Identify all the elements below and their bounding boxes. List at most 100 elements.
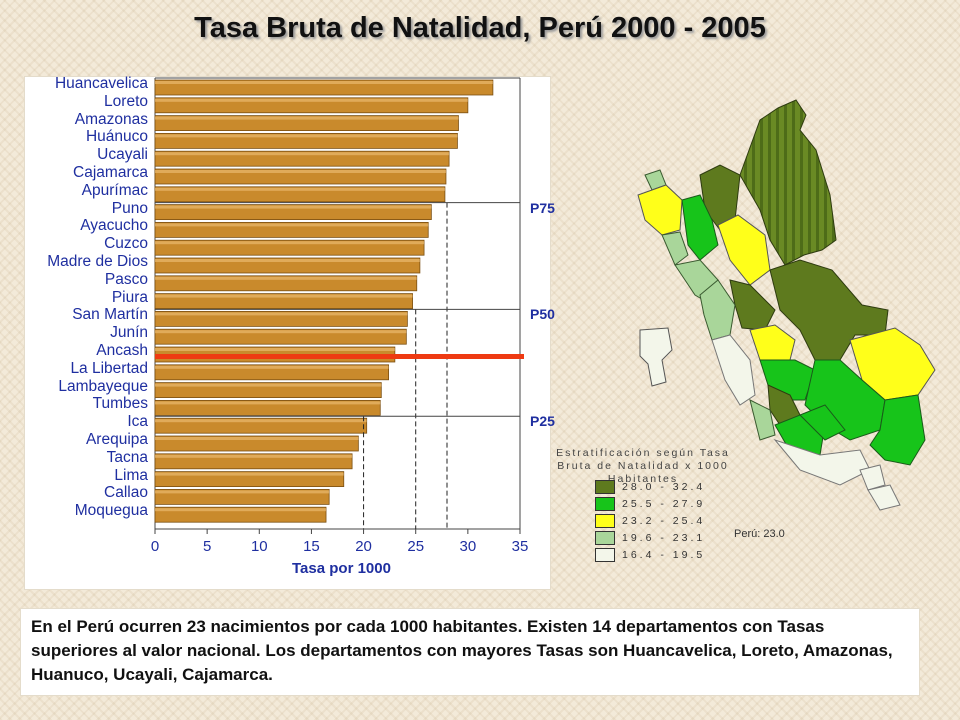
bar-highlight [155,490,330,494]
x-tick-label: 0 [150,538,160,555]
map-region-lambayeque [661,231,689,266]
bar-highlight [155,312,408,316]
legend-swatch [595,497,615,511]
x-tick-label: 30 [459,538,477,555]
category-label: Loreto [104,92,148,110]
peru-map [637,99,936,511]
x-axis-label: Tasa por 1000 [292,560,391,577]
category-label: Tacna [106,448,148,466]
legend-item: 28.0 - 32.4 [595,480,795,495]
category-label: Lambayeque [58,377,148,395]
bar-highlight [155,259,420,262]
percentile-label: P50 [530,306,555,323]
category-label: Piura [111,288,148,306]
bar-highlight [155,437,359,440]
bar-highlight [155,508,327,512]
map-region-callao-inset [639,327,673,387]
bar-highlight [155,472,344,476]
map-region-cajamarca [681,194,719,261]
category-label: Ucayali [97,146,148,164]
percentile-label: P25 [530,413,555,430]
bar-highlight [155,116,459,120]
map-region-tacna [867,484,901,511]
bar-highlight [155,134,458,138]
map-region-puno [869,394,926,466]
category-label: Puno [111,199,148,217]
x-tick-label: 25 [407,538,425,555]
map-region-arequipa [773,438,871,486]
legend-item: 23.2 - 25.4 [595,514,795,529]
category-label: Junín [110,324,148,342]
legend-item: 25.5 - 27.9 [595,497,795,512]
legend-label: 28.0 - 32.4 [622,481,706,493]
x-tick-label: 10 [250,538,268,555]
map-region-piura [637,184,683,236]
bar-highlight [155,365,389,369]
x-tick-label: 15 [303,538,320,555]
bar-highlight [155,383,382,387]
bar-highlight [155,187,445,191]
bar-highlight [155,81,493,84]
bar-highlight [155,454,353,458]
category-label: Tumbes [92,395,148,413]
x-tick-label: 35 [511,538,529,555]
category-label: Ayacucho [80,217,148,235]
legend-swatch [595,480,615,494]
national-rate-label: Perú: 23.0 [734,528,785,540]
bar-highlight [155,98,468,102]
category-label: Ancash [96,342,148,359]
legend-title: Estratificación según Tasa Bruta de Nata… [528,447,758,486]
category-label: Lima [114,466,148,484]
percentile-label: P75 [530,199,555,216]
bar-highlight [155,241,425,245]
category-label: Arequipa [85,431,148,448]
category-label: Pasco [104,270,148,288]
category-labels: Huancavelica Loreto Amazonas Huánuco Ucayali… [20,75,148,526]
x-tick-label: 5 [202,538,212,555]
category-label: Cajamarca [73,164,148,181]
category-label: Amazonas [74,110,148,128]
legend-label: 23.2 - 25.4 [622,515,706,527]
map-region-pasco [749,324,796,361]
bar-highlight [155,401,381,405]
category-label: Callao [104,484,148,502]
legend-title-line2: Bruta de Natalidad x 1000 Habitantes [557,460,729,485]
category-label: Ica [127,413,148,431]
category-label: Apurímac [81,181,148,199]
map-region-sanmartin [717,214,771,286]
map-region-ica [749,399,776,441]
bar-highlight [155,294,413,298]
category-label: Huánuco [85,128,148,146]
bar-highlight [155,330,407,334]
map-region-huanuco [729,279,776,331]
legend-title-line1: Estratificación según Tasa [556,447,730,459]
legend-swatch [595,514,615,528]
category-label: Huancavelica [54,75,148,92]
map-region-lima [711,334,756,406]
legend-item: 16.4 - 19.5 [595,548,795,563]
bar-highlight [155,419,367,423]
bar-highlight [155,276,417,280]
chart-title: Tasa Bruta de Natalidad, Perú 2000 - 200… [194,12,766,44]
map-region-apurimac [799,404,846,441]
legend-item: 19.6 - 23.1 [595,531,795,546]
category-label: Moquegua [74,502,148,520]
bar-highlight [155,348,395,351]
legend-label: 16.4 - 19.5 [622,549,706,561]
summary-note: En el Perú ocurren 23 nacimientos por ca… [20,608,920,696]
category-label: La Libertad [70,359,148,377]
legend-swatch [595,548,615,562]
map-region-moquegua [859,464,886,491]
category-label: Madre de Dios [47,253,148,270]
legend-label: 19.6 - 23.1 [622,532,706,544]
x-tick-label: 20 [355,538,372,555]
bar-highlight [155,170,446,173]
legend-swatch [595,531,615,545]
category-label: Cuzco [104,235,148,253]
category-label: San Martín [72,306,148,324]
legend-label: 25.5 - 27.9 [622,498,706,510]
bar-highlight [155,152,450,156]
bar-highlight [155,223,429,227]
map-region-loreto [739,99,837,266]
